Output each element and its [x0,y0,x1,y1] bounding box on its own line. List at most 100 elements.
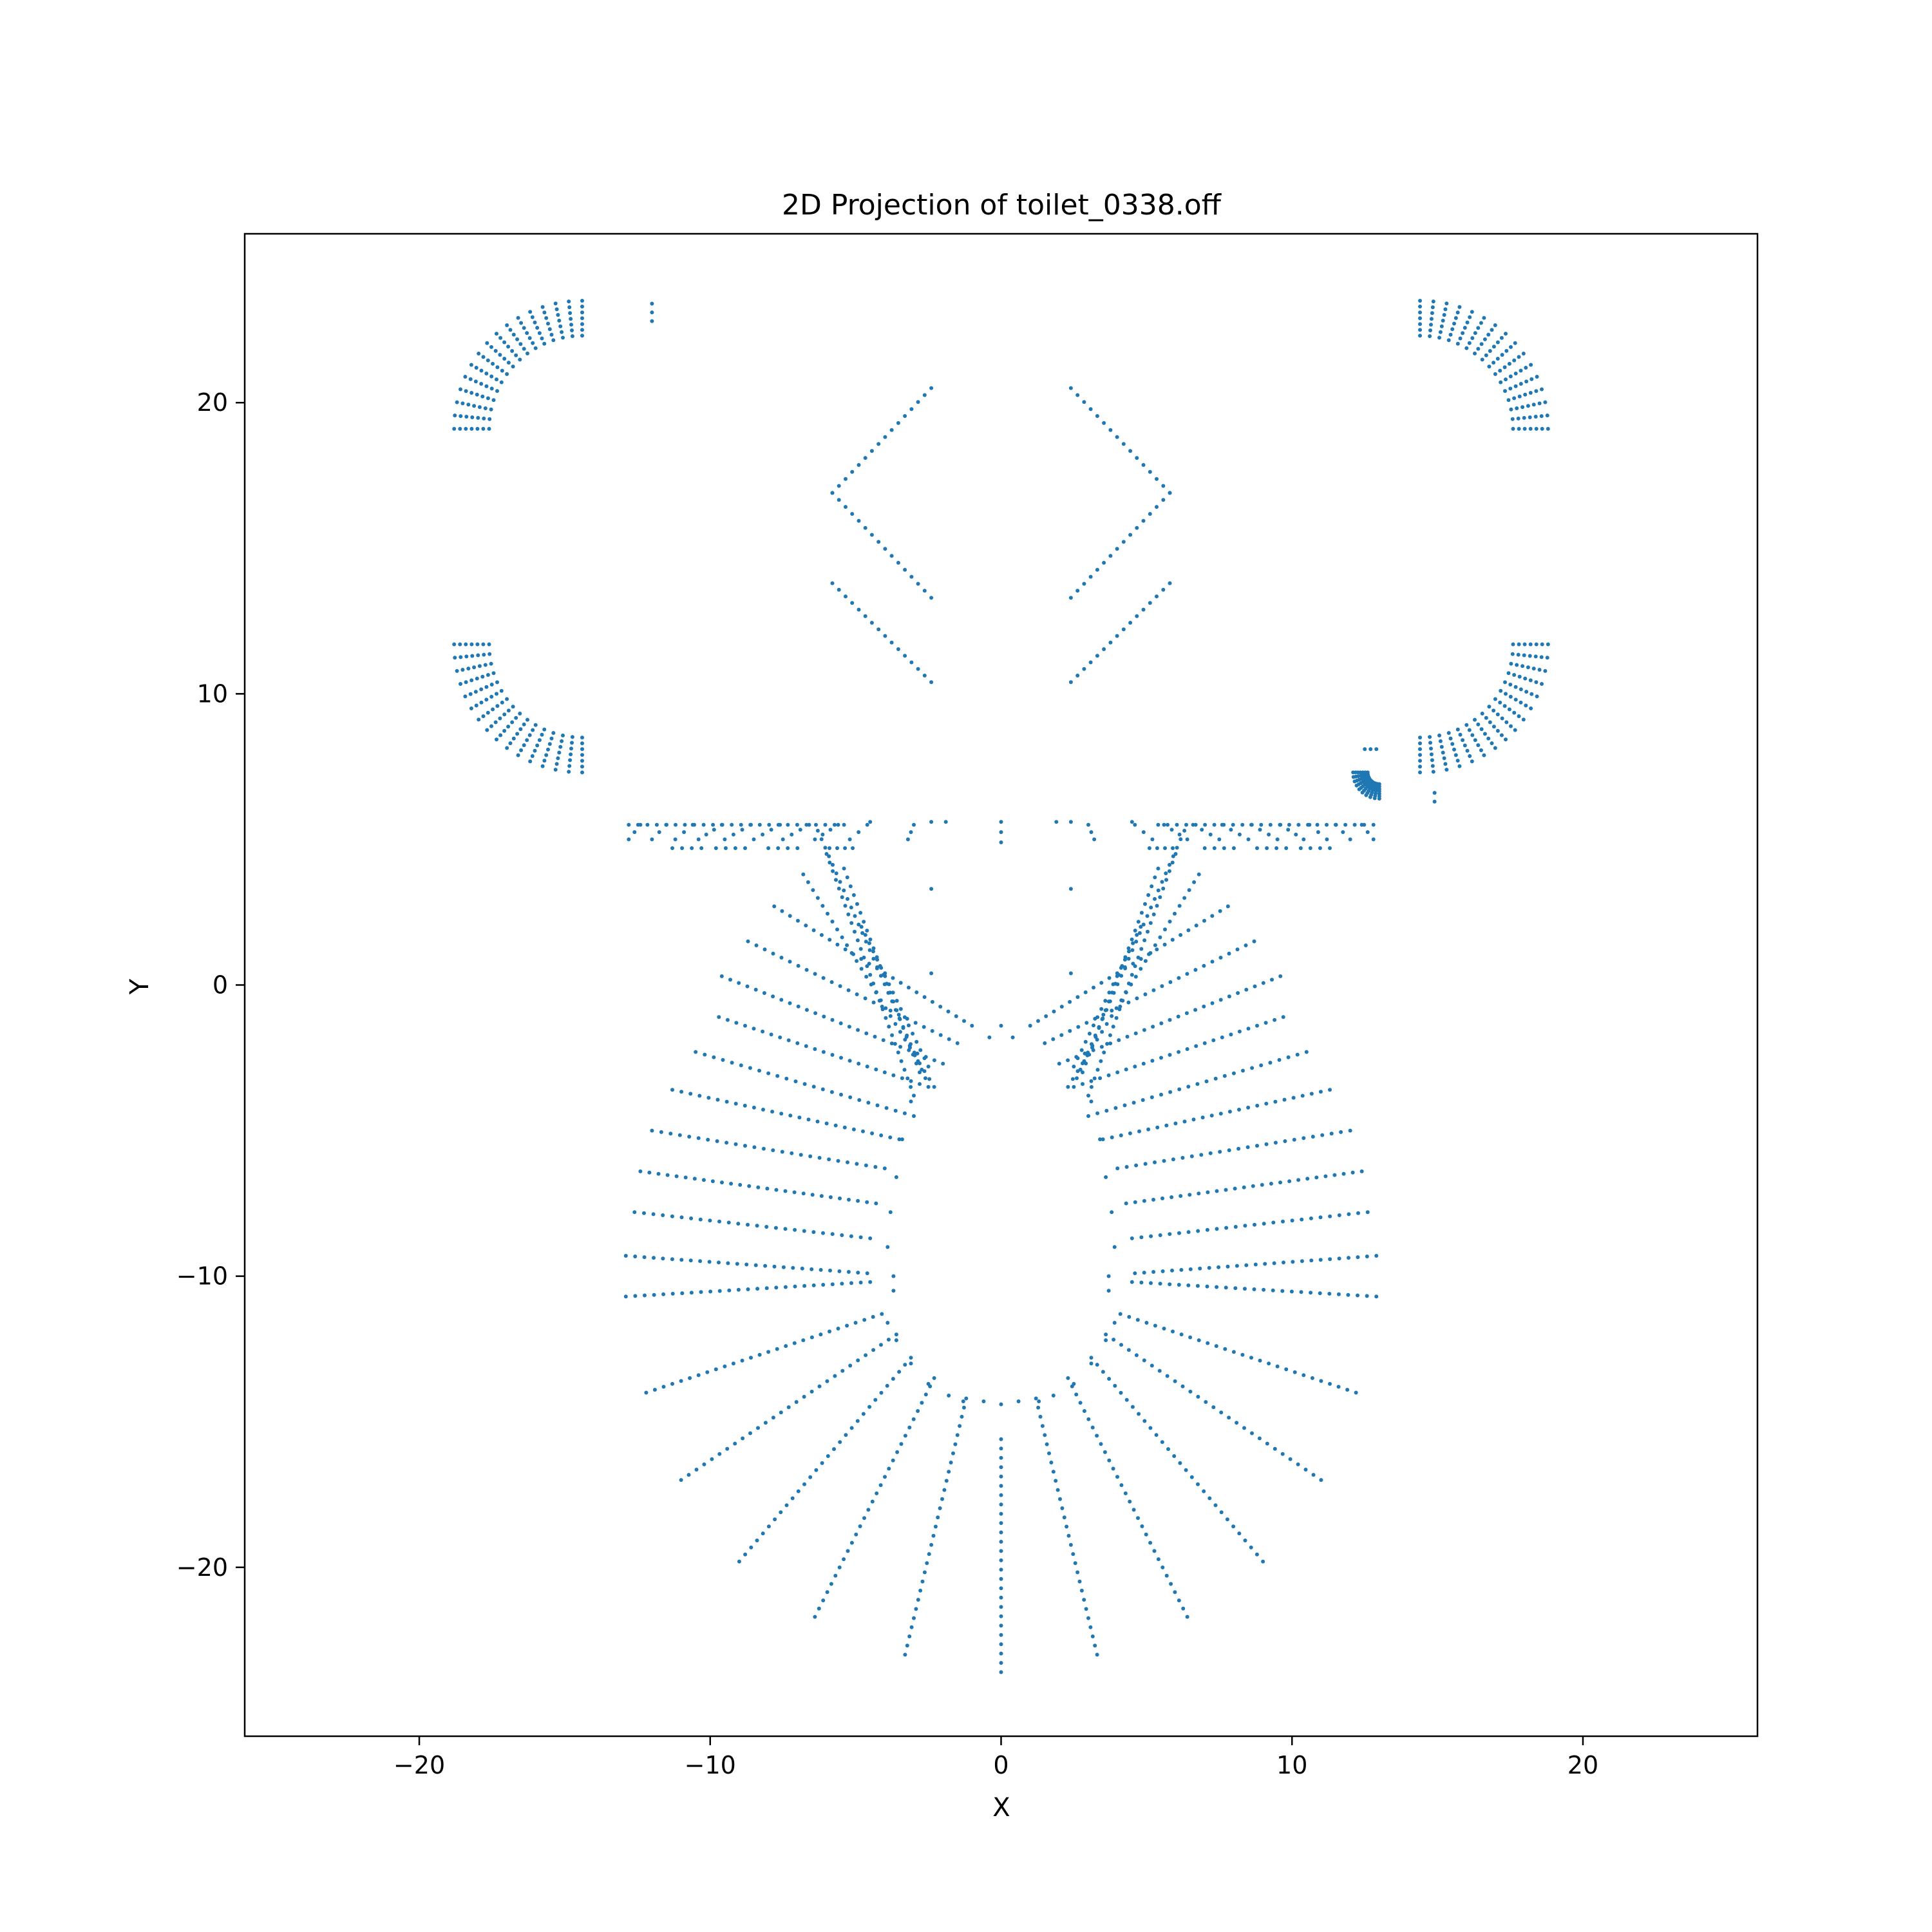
data-point [830,491,835,495]
data-point [1108,1033,1112,1037]
data-point [947,1394,951,1397]
data-point [1143,1162,1148,1166]
data-point [1341,1171,1346,1176]
data-point [1126,981,1131,986]
data-point [580,328,584,332]
data-point [1511,642,1515,647]
data-point [932,1376,936,1380]
data-point [999,1530,1003,1535]
data-point [801,1338,806,1343]
data-point [775,1074,780,1078]
data-point [514,715,518,720]
data-point [689,1291,694,1295]
data-point [506,708,511,713]
data-point [1162,942,1167,947]
data-point [551,731,556,735]
data-point [838,1196,842,1200]
data-point [495,704,500,708]
data-point [1088,660,1093,665]
data-point [1479,748,1483,752]
data-point [1329,1132,1334,1136]
data-point [896,1012,901,1017]
data-point [1374,1294,1379,1299]
data-point [843,947,848,952]
data-point [1224,1226,1229,1230]
data-point [580,334,584,338]
data-point [508,328,513,332]
data-point [1351,775,1356,779]
data-point [1245,1145,1250,1150]
data-point [460,668,465,672]
data-point [949,1461,953,1464]
data-point [1455,310,1460,315]
data-point [1089,830,1094,835]
data-point [857,1098,862,1103]
data-point [479,687,484,692]
data-point [1189,1475,1194,1479]
data-point [1524,366,1528,370]
data-point [801,872,806,876]
data-point [469,426,474,431]
data-point [938,1033,943,1037]
data-point [463,694,468,699]
data-point [1537,401,1542,406]
data-point [464,680,468,685]
data-point [1237,1029,1242,1034]
data-point [1429,746,1433,751]
data-point [771,994,775,999]
data-point [868,1236,873,1240]
data-point [1170,828,1174,832]
data-point [498,336,503,340]
data-point [1515,663,1519,667]
data-point [1517,426,1521,431]
data-point [1269,1182,1273,1186]
data-point [1188,1267,1193,1271]
data-point [735,1262,739,1266]
data-point [1418,316,1422,321]
data-point [1506,398,1511,402]
data-point [833,822,837,827]
data-point [779,1510,783,1515]
data-point [1511,426,1515,431]
data-point [1156,866,1160,871]
data-point [848,837,852,842]
data-point [1240,822,1245,827]
data-point [797,1115,802,1120]
data-point [743,1103,747,1108]
data-point [804,1008,809,1012]
data-point [788,960,792,964]
data-point [920,1401,924,1405]
data-point [753,1263,758,1267]
data-point [1464,723,1469,727]
data-point [489,386,494,391]
data-point [857,607,861,612]
data-point [813,1047,817,1051]
data-point [1354,1390,1358,1395]
data-point [843,904,848,908]
data-point [1079,1048,1084,1052]
data-point [1184,822,1188,827]
data-point [781,1265,786,1269]
data-point [1258,828,1262,832]
data-point [786,846,790,850]
data-point [682,830,687,835]
data-point [857,830,861,835]
data-point [479,368,484,373]
data-point [864,974,869,979]
data-point [1442,756,1446,761]
data-point [1418,770,1422,775]
data-point [1242,1185,1246,1189]
data-point [1524,703,1528,708]
data-point [1316,830,1320,835]
data-point [1428,741,1432,745]
data-point [1363,747,1367,752]
data-point [1522,426,1527,431]
data-point [1084,1061,1088,1066]
data-point [469,706,473,710]
data-point [1081,1082,1084,1086]
data-point [830,581,835,585]
data-point [1482,732,1487,736]
data-point [1087,1032,1092,1036]
data-point [1206,1190,1210,1195]
data-point [657,830,661,835]
